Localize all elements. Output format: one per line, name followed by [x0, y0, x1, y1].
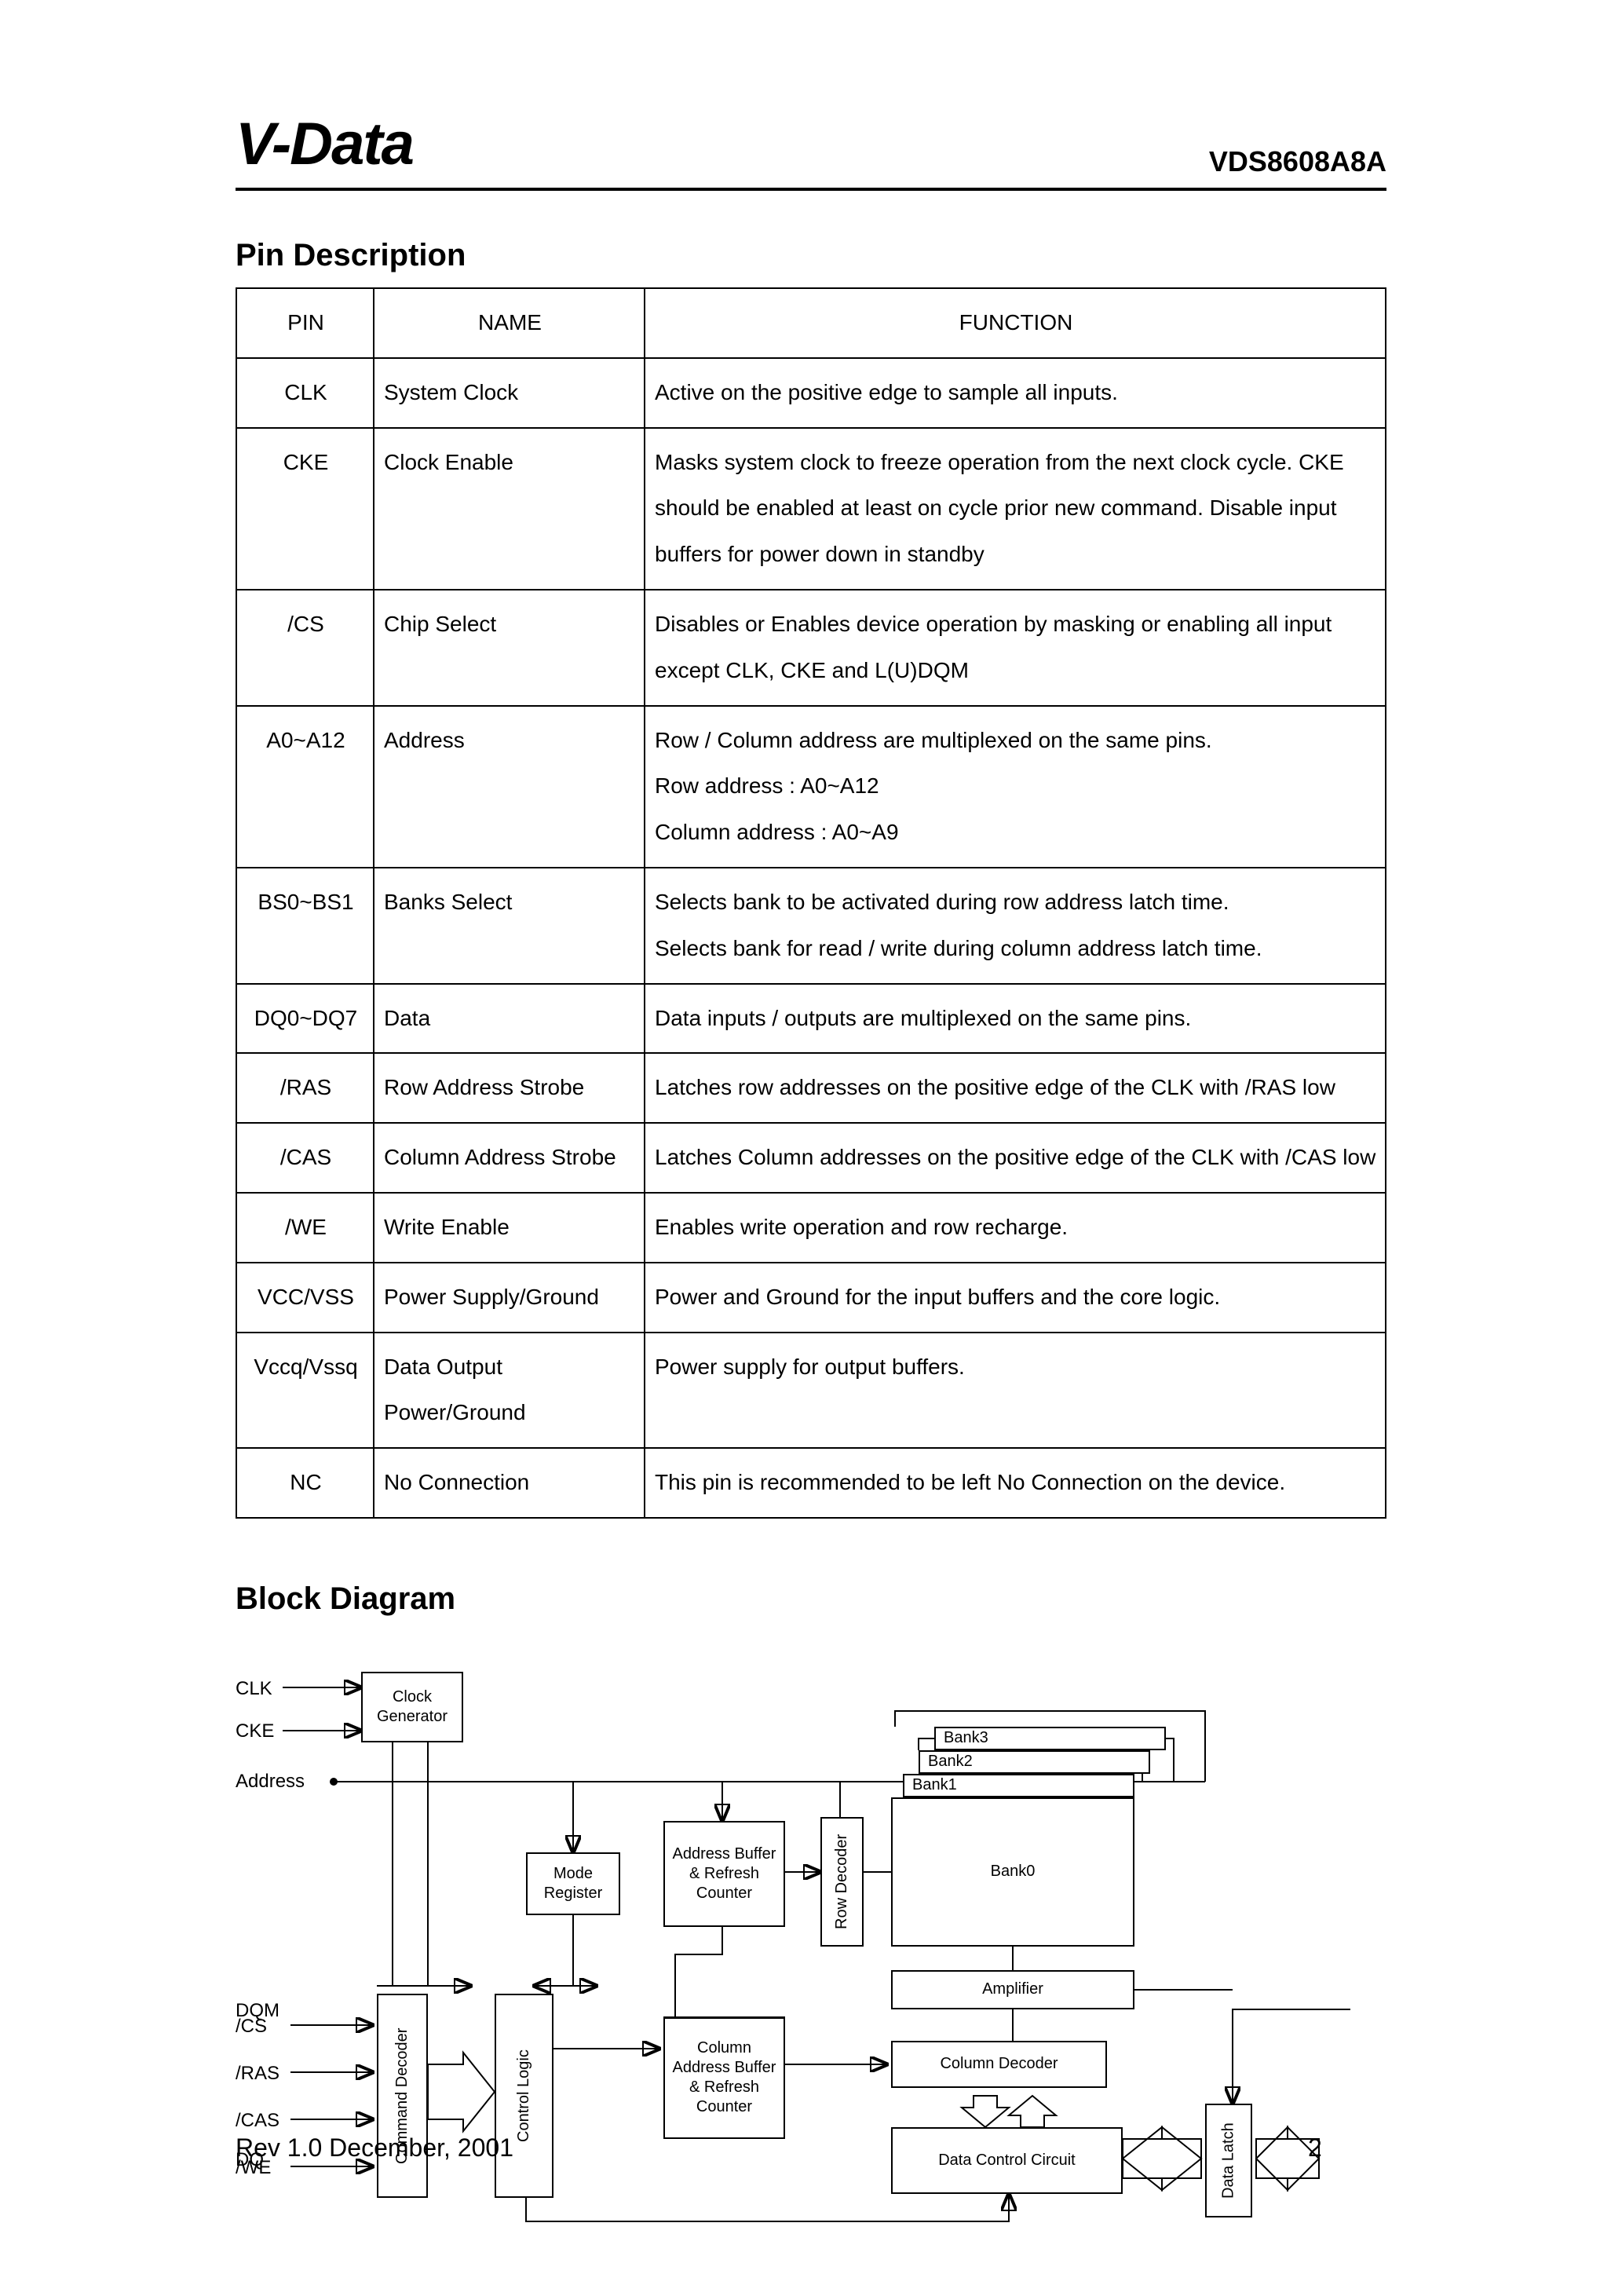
- cell-function: Row / Column address are multiplexed on …: [645, 706, 1386, 868]
- col-function: FUNCTION: [645, 288, 1386, 358]
- page-footer: Rev 1.0 December, 2001 2: [236, 2133, 1386, 2163]
- table-row: BS0~BS1Banks SelectSelects bank to be ac…: [236, 868, 1386, 984]
- lbl-ras: /RAS: [236, 2063, 279, 2085]
- cell-name: Clock Enable: [374, 428, 645, 590]
- cell-pin: CLK: [236, 358, 374, 428]
- table-row: /CASColumn Address StrobeLatches Column …: [236, 1123, 1386, 1193]
- table-row: /RASRow Address StrobeLatches row addres…: [236, 1053, 1386, 1123]
- cell-function: Latches row addresses on the positive ed…: [645, 1053, 1386, 1123]
- box-bank1: Bank1: [903, 1774, 1134, 1797]
- box-column-decoder: Column Decoder: [891, 2041, 1107, 2088]
- cell-pin: A0~A12: [236, 706, 374, 868]
- cell-pin: CKE: [236, 428, 374, 590]
- cell-pin: /RAS: [236, 1053, 374, 1123]
- table-row: /CSChip SelectDisables or Enables device…: [236, 590, 1386, 706]
- footer-revision: Rev 1.0 December, 2001: [236, 2133, 1308, 2163]
- col-pin: PIN: [236, 288, 374, 358]
- logo: V-Data: [236, 110, 413, 178]
- cell-pin: Vccq/Vssq: [236, 1333, 374, 1449]
- cell-name: Power Supply/Ground: [374, 1263, 645, 1333]
- cell-name: No Connection: [374, 1448, 645, 1518]
- cell-name: System Clock: [374, 358, 645, 428]
- table-row: DQ0~DQ7DataData inputs / outputs are mul…: [236, 984, 1386, 1054]
- box-amplifier: Amplifier: [891, 1970, 1134, 2009]
- cell-pin: /CS: [236, 590, 374, 706]
- cell-function: Latches Column addresses on the positive…: [645, 1123, 1386, 1193]
- box-mode-register: Mode Register: [526, 1852, 620, 1915]
- cell-pin: BS0~BS1: [236, 868, 374, 984]
- cell-name: Data Output Power/Ground: [374, 1333, 645, 1449]
- cell-pin: DQ0~DQ7: [236, 984, 374, 1054]
- cell-name: Data: [374, 984, 645, 1054]
- cell-pin: NC: [236, 1448, 374, 1518]
- cell-function: Disables or Enables device operation by …: [645, 590, 1386, 706]
- table-header-row: PIN NAME FUNCTION: [236, 288, 1386, 358]
- cell-name: Write Enable: [374, 1193, 645, 1263]
- box-col-addr-buffer: Column Address Buffer & Refresh Counter: [663, 2017, 785, 2139]
- table-row: CKEClock EnableMasks system clock to fre…: [236, 428, 1386, 590]
- lbl-dqm: DQM: [236, 2000, 279, 2022]
- cell-function: Active on the positive edge to sample al…: [645, 358, 1386, 428]
- cell-function: Power supply for output buffers.: [645, 1333, 1386, 1449]
- box-command-decoder: Command Decoder: [377, 1994, 428, 2198]
- box-clock-generator: Clock Generator: [361, 1672, 463, 1742]
- footer-page: 2: [1308, 2133, 1386, 2163]
- cell-function: Selects bank to be activated during row …: [645, 868, 1386, 984]
- cell-name: Banks Select: [374, 868, 645, 984]
- lbl-clk: CLK: [236, 1678, 272, 1700]
- part-number: VDS8608A8A: [1209, 145, 1386, 178]
- box-addr-buffer: Address Buffer & Refresh Counter: [663, 1821, 785, 1927]
- col-name: NAME: [374, 288, 645, 358]
- table-row: VCC/VSSPower Supply/GroundPower and Grou…: [236, 1263, 1386, 1333]
- box-row-decoder: Row Decoder: [820, 1817, 864, 1947]
- cell-function: Masks system clock to freeze operation f…: [645, 428, 1386, 590]
- cell-pin: /CAS: [236, 1123, 374, 1193]
- table-row: NCNo ConnectionThis pin is recommended t…: [236, 1448, 1386, 1518]
- box-bank2: Bank2: [919, 1750, 1150, 1774]
- cell-function: Power and Ground for the input buffers a…: [645, 1263, 1386, 1333]
- cell-function: This pin is recommended to be left No Co…: [645, 1448, 1386, 1518]
- lbl-cke: CKE: [236, 1720, 274, 1742]
- cell-name: Address: [374, 706, 645, 868]
- cell-function: Enables write operation and row recharge…: [645, 1193, 1386, 1263]
- lbl-address: Address: [236, 1771, 305, 1793]
- cell-name: Chip Select: [374, 590, 645, 706]
- cell-pin: VCC/VSS: [236, 1263, 374, 1333]
- pin-description-table: PIN NAME FUNCTION CLKSystem ClockActive …: [236, 287, 1386, 1519]
- box-control-logic: Control Logic: [495, 1994, 553, 2198]
- cell-name: Row Address Strobe: [374, 1053, 645, 1123]
- table-row: CLKSystem ClockActive on the positive ed…: [236, 358, 1386, 428]
- box-bank3: Bank3: [934, 1727, 1166, 1750]
- cell-name: Column Address Strobe: [374, 1123, 645, 1193]
- cell-function: Data inputs / outputs are multiplexed on…: [645, 984, 1386, 1054]
- table-row: /WEWrite EnableEnables write operation a…: [236, 1193, 1386, 1263]
- page-header: V-Data VDS8608A8A: [236, 110, 1386, 191]
- table-row: Vccq/VssqData Output Power/GroundPower s…: [236, 1333, 1386, 1449]
- lbl-cas: /CAS: [236, 2110, 279, 2132]
- block-diagram-title: Block Diagram: [236, 1581, 1386, 1617]
- box-bank0: Bank0: [891, 1797, 1134, 1947]
- table-row: A0~A12AddressRow / Column address are mu…: [236, 706, 1386, 868]
- pin-description-title: Pin Description: [236, 238, 1386, 273]
- cell-pin: /WE: [236, 1193, 374, 1263]
